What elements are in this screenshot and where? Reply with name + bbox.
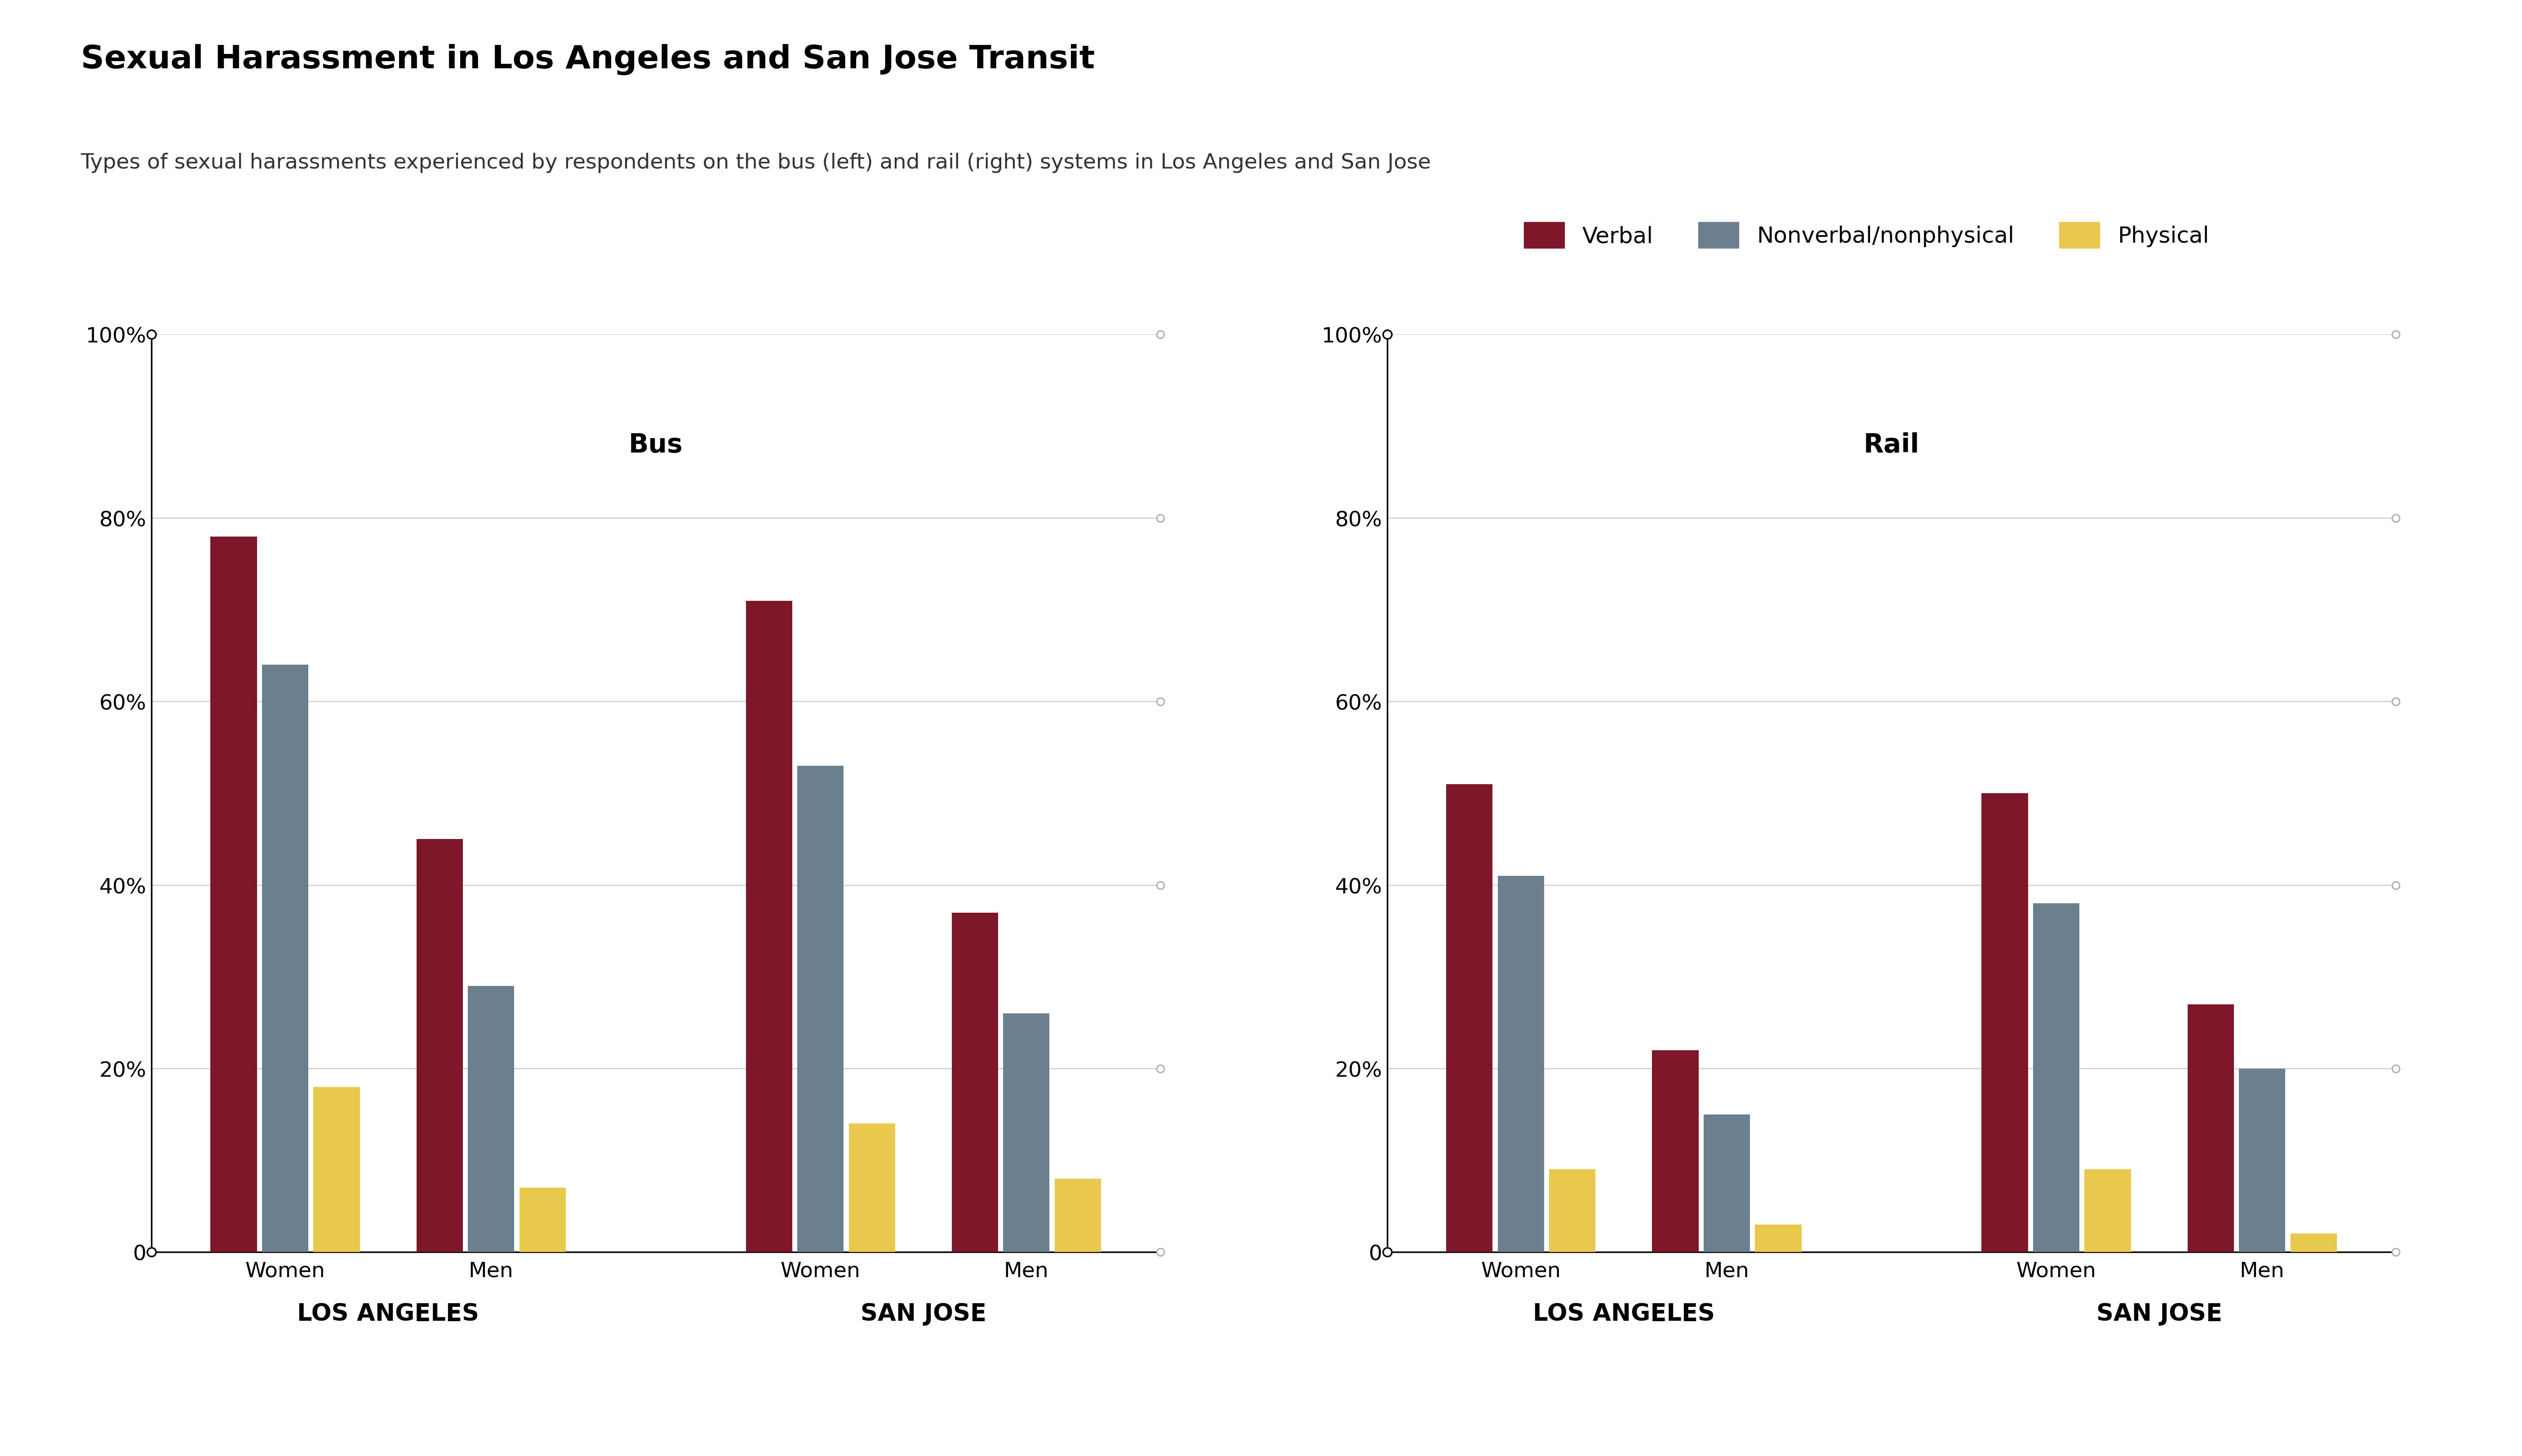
Legend: Verbal, Nonverbal/nonphysical, Physical: Verbal, Nonverbal/nonphysical, Physical [1523,223,2209,249]
Bar [2033,904,2078,1252]
Bar [850,1124,895,1252]
Bar [1498,877,1543,1252]
Bar [951,913,999,1252]
Bar [1549,1169,1596,1252]
Bar [1054,1179,1102,1252]
Bar [416,839,462,1252]
Bar [209,537,257,1252]
Text: Types of sexual harassments experienced by respondents on the bus (left) and rai: Types of sexual harassments experienced … [81,153,1430,173]
Bar [1652,1050,1697,1252]
Text: LOS ANGELES: LOS ANGELES [298,1302,479,1325]
Bar [262,665,308,1252]
Text: Sexual Harassment in Los Angeles and San Jose Transit: Sexual Harassment in Los Angeles and San… [81,44,1095,74]
Bar [2240,1069,2285,1252]
Bar [1755,1224,1801,1252]
Bar [2290,1233,2338,1252]
Bar [1705,1115,1750,1252]
Bar [1004,1013,1049,1252]
Text: SAN JOSE: SAN JOSE [860,1302,986,1325]
Text: SAN JOSE: SAN JOSE [2096,1302,2222,1325]
Text: Rail: Rail [1864,432,1919,457]
Text: Bus: Bus [628,432,683,457]
Text: LOS ANGELES: LOS ANGELES [1533,1302,1715,1325]
Bar [797,766,842,1252]
Bar [520,1188,565,1252]
Bar [2187,1005,2234,1252]
Bar [1982,794,2028,1252]
Bar [2086,1169,2131,1252]
Bar [469,986,514,1252]
Bar [313,1088,361,1252]
Bar [747,601,792,1252]
Bar [1445,785,1493,1252]
